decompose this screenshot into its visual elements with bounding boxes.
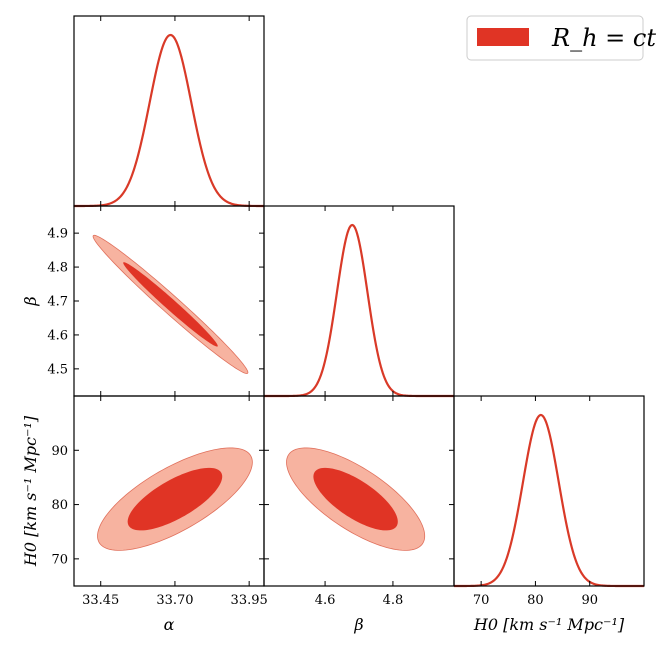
marginal-curve-beta [264,223,454,398]
x-tick-label-beta: 4.8 [383,593,404,608]
contour-group-alpha-beta [92,234,249,374]
panel-frame-2-2 [453,395,645,587]
x-tick-label-H0: 70 [473,593,490,608]
axis-labels-layer: α β H0 [km s⁻¹ Mpc⁻¹] β H0 [km s⁻¹ Mpc⁻¹] [21,296,625,634]
y-tick-label-beta: 4.7 [47,295,68,310]
panels-layer [73,15,645,588]
y-axis-label-beta: β [21,296,40,306]
x-axis-label-H0: H0 [km s⁻¹ Mpc⁻¹] [473,615,625,634]
y-tick-label-beta: 4.6 [47,328,68,343]
marginal-curve-H0 [454,413,644,588]
y-tick-label-beta: 4.5 [47,362,68,377]
panel-frame-0-0 [73,15,265,207]
contour-inner-beta-H0 [313,467,398,531]
panel-frame-1-1 [263,205,455,397]
marginal-curve-alpha [74,33,264,208]
tick-labels-layer: 33.45 33.70 33.95 4.6 4.8 70 80 90 4.5 4.6 4.7 4.8 4… [47,227,598,608]
y-tick-label-beta: 4.8 [47,261,68,276]
legend-frame [466,15,644,61]
contour-inner-alpha-beta [123,262,218,347]
x-tick-label-beta: 4.6 [315,593,336,608]
y-axis-label-H0: H0 [km s⁻¹ Mpc⁻¹] [21,415,40,567]
contour-inner-alpha-H0 [127,467,223,531]
legend: R_h = ct [466,15,656,61]
x-tick-label-H0: 90 [581,593,598,608]
x-axis-label-alpha: α [164,615,175,634]
y-tick-label-beta: 4.9 [47,227,68,242]
contour-group-beta-H0 [286,447,426,551]
y-tick-label-H0: 80 [51,498,68,513]
x-tick-label-alpha: 33.70 [156,593,193,608]
y-tick-label-H0: 90 [51,444,68,459]
legend-label: R_h = ct [551,24,656,52]
legend-swatch [477,28,529,46]
x-axis-label-beta: β [353,615,363,634]
contour-group-alpha-H0 [97,447,253,551]
x-tick-label-H0: 80 [527,593,544,608]
y-tick-label-H0: 70 [51,552,68,567]
x-tick-label-alpha: 33.45 [82,593,119,608]
x-tick-label-alpha: 33.95 [231,593,268,608]
